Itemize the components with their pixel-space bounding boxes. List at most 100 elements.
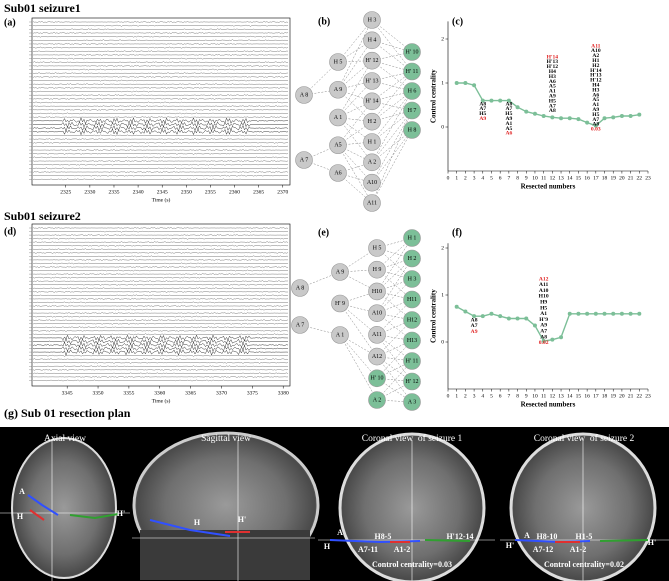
graph-edge — [371, 110, 413, 204]
x-tick-label: 3375 — [247, 390, 258, 396]
data-point — [532, 323, 537, 328]
panel-label: (f) — [452, 227, 462, 238]
annotation: H5 — [540, 305, 547, 311]
x-tick-label: 18 — [602, 393, 608, 399]
data-point — [619, 114, 624, 118]
x-tick-label: 8 — [516, 175, 519, 181]
node-label: H' 11 — [406, 358, 419, 364]
x-tick-label: 3 — [473, 393, 476, 399]
node-label: A 1 — [336, 332, 345, 338]
data-point — [559, 116, 564, 121]
eeg-trace — [32, 120, 289, 129]
graph-node — [403, 43, 421, 61]
node-label: A12 — [372, 354, 382, 360]
annotation: A6 — [549, 79, 556, 85]
view-label: H' — [506, 541, 514, 550]
data-point — [637, 311, 642, 316]
node-label: A11 — [372, 332, 382, 338]
y-tick-label: 2 — [441, 245, 444, 251]
eeg-trace — [32, 94, 289, 97]
graph-edge — [376, 258, 413, 314]
node-label: A11 — [367, 200, 377, 206]
x-axis-label: Resected numbers — [521, 183, 576, 191]
eeg-trace — [32, 50, 289, 53]
annotation: A11 — [591, 43, 601, 49]
section-title: (g) Sub 01 resection plan — [4, 406, 131, 420]
graph-edge — [376, 247, 413, 259]
eeg-trace — [32, 230, 289, 233]
y-tick-label: 0 — [441, 124, 444, 130]
eeg-trace — [32, 379, 289, 382]
annotation: A8 — [471, 317, 478, 323]
eeg-trace — [32, 273, 289, 275]
eeg-trace — [32, 358, 289, 361]
data-point — [489, 311, 494, 316]
eeg-trace — [32, 291, 289, 293]
x-tick-label: 15 — [576, 175, 582, 181]
view-label: H' — [238, 515, 246, 524]
graph-edge — [376, 237, 413, 292]
eeg-trace — [32, 255, 289, 258]
graph-node — [329, 164, 347, 182]
x-tick-label: 20 — [619, 175, 625, 181]
x-tick-label: 19 — [610, 175, 616, 181]
annotation: A9 — [479, 116, 486, 122]
eeg-trace — [32, 305, 289, 307]
annotation: A9 — [540, 323, 547, 329]
eeg-trace — [32, 354, 289, 357]
annotation: H1 — [592, 58, 599, 64]
graph-edge — [337, 19, 373, 90]
eeg-trace — [32, 39, 289, 42]
eeg-trace — [32, 101, 289, 104]
x-tick-label: 2 — [464, 175, 467, 181]
eeg-frame — [31, 17, 291, 186]
annotation: H'14 — [590, 68, 602, 74]
annotation: H10 — [539, 294, 549, 300]
x-tick-label: 10 — [532, 175, 538, 181]
node-label: A5 — [334, 143, 341, 149]
graph-node — [368, 347, 386, 366]
eeg-trace — [32, 128, 289, 136]
graph-edge — [337, 101, 373, 146]
data-point — [593, 311, 598, 316]
eeg-trace — [32, 361, 289, 364]
view-label: A7-11 — [358, 545, 378, 554]
electrode — [29, 509, 45, 521]
resection-images — [0, 427, 669, 581]
annotation: H4 — [592, 82, 599, 88]
annotation: 0.03 — [591, 127, 601, 133]
data-point — [506, 98, 511, 103]
eeg-trace — [32, 21, 289, 23]
node-label: H' 9 — [335, 301, 345, 307]
data-point — [472, 83, 477, 88]
data-point — [463, 81, 468, 85]
x-tick-label: 2370 — [277, 189, 288, 195]
annotation: A6 — [505, 131, 512, 137]
eeg-trace — [32, 178, 289, 181]
graph-edge — [371, 71, 413, 122]
graph-edge — [376, 356, 413, 403]
x-axis-label: Time (s) — [152, 397, 171, 404]
annotation: H5 — [592, 112, 599, 118]
view-label: H' — [648, 538, 656, 547]
electrode — [599, 539, 649, 542]
graph-node — [363, 112, 381, 131]
annotation: H'9 — [539, 317, 548, 323]
eeg-trace — [32, 262, 289, 265]
node-label: H 7 — [408, 108, 417, 114]
node-label: H 8 — [408, 127, 417, 133]
data-point — [567, 311, 572, 316]
graph-edge — [337, 117, 373, 163]
view-label: H — [17, 512, 24, 521]
annotation: H'14 — [547, 54, 559, 60]
graph-edge — [303, 145, 339, 161]
graph-node — [329, 108, 347, 127]
eeg-trace — [32, 372, 289, 375]
series-line — [456, 306, 640, 342]
axial-brain — [11, 437, 117, 579]
graph-node — [363, 72, 381, 90]
eeg-trace — [32, 160, 289, 163]
eeg-trace — [32, 57, 289, 60]
data-point — [480, 98, 485, 103]
